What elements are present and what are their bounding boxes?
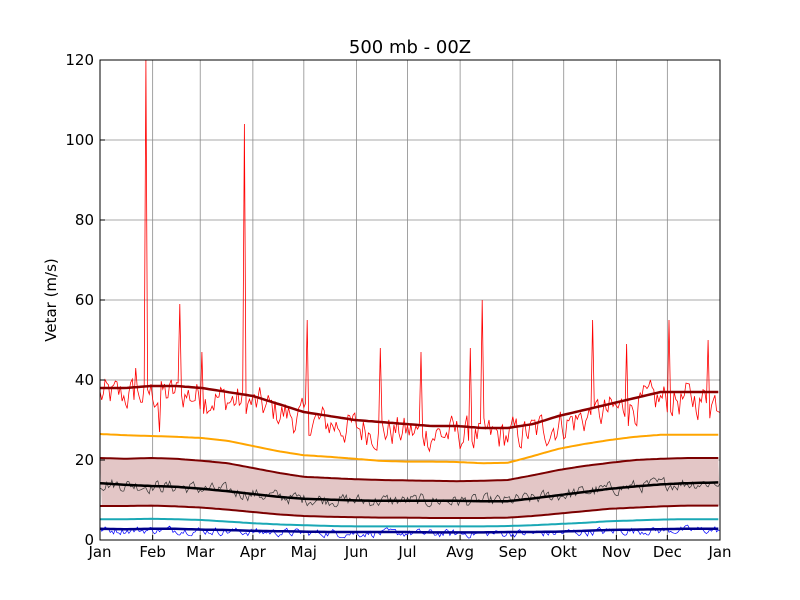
x-tick-label: Okt [551, 543, 577, 561]
y-tick-label: 20 [75, 451, 94, 469]
chart-title: 500 mb - 00Z [349, 37, 471, 58]
x-tick-label: Mar [186, 543, 215, 561]
x-axis: Jan Feb Mar Apr Maj Jun Jul Avg Sep Okt Nov Dec Jan [87, 535, 732, 561]
x-tick-label: Dec [653, 543, 682, 561]
y-axis: 0 20 40 60 80 100 120 [65, 51, 105, 549]
y-tick-label: 80 [75, 211, 94, 229]
series-line-0 [100, 384, 719, 430]
y-tick-label: 100 [65, 131, 94, 149]
plot-area [99, 59, 721, 541]
x-tick-label: Jan [87, 543, 111, 561]
y-tick-label: 120 [65, 51, 94, 69]
percentile-band [100, 458, 720, 518]
x-tick-label: Maj [291, 543, 317, 561]
series-line-5 [100, 517, 719, 528]
series-line-6 [99, 527, 719, 534]
daily-series-line-1 [99, 476, 721, 508]
x-tick-label: Jul [397, 543, 416, 561]
series-line-3 [99, 481, 719, 503]
series-line-1 [99, 433, 719, 465]
x-tick-label: Nov [602, 543, 631, 561]
y-tick-label: 0 [84, 531, 94, 549]
x-tick-label: Sep [499, 543, 527, 561]
x-tick-label: Apr [240, 543, 267, 561]
series-line-4 [100, 504, 719, 519]
y-tick-label: 40 [75, 371, 94, 389]
percentile-band-layer [100, 458, 720, 518]
climatology-series-layer [99, 384, 719, 534]
series-line-2 [99, 457, 719, 483]
x-tick-label: Jan [707, 543, 731, 561]
daily-series-line-0 [99, 59, 721, 453]
x-tick-label: Avg [446, 543, 474, 561]
x-tick-label: Feb [139, 543, 166, 561]
y-axis-label: Vetar (m/s) [42, 258, 60, 342]
x-tick-label: Jun [344, 543, 368, 561]
y-tick-label: 60 [75, 291, 94, 309]
